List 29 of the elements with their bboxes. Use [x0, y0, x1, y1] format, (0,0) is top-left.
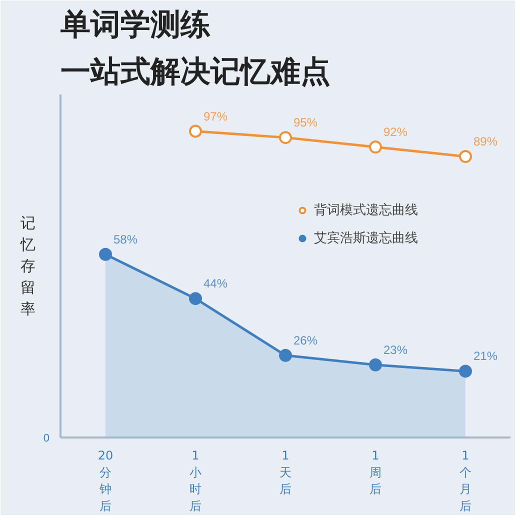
x-tick-label: 1个月后: [460, 448, 472, 513]
data-label: 21%: [474, 349, 498, 364]
text: 0: [43, 432, 50, 444]
data-label: 97%: [204, 109, 228, 124]
x-tick-label: 20分钟后: [98, 448, 114, 513]
point: [189, 292, 202, 306]
chart-subtitle: 一站式解决记忆难点: [60, 54, 330, 90]
x-tick-label: 1周后: [370, 448, 382, 496]
legend-label: 背词模式遗忘曲线: [314, 202, 418, 219]
data-label: 44%: [204, 276, 228, 291]
data-label: 58%: [114, 232, 138, 246]
point: [99, 248, 112, 261]
legend-label: 艾宾浩斯遗忘曲线: [314, 230, 418, 247]
data-label: 92%: [384, 125, 408, 140]
point: [369, 358, 382, 372]
data-label: 89%: [474, 134, 498, 149]
x-tick-label: 1天后: [280, 448, 292, 496]
data-label: 23%: [384, 342, 408, 357]
data-label: 95%: [294, 116, 318, 130]
point: [189, 124, 202, 138]
chart-title: 单词学测练: [60, 8, 210, 42]
point: [459, 364, 472, 378]
data-label: 26%: [294, 333, 318, 348]
x-tick-label: 1小时后: [190, 448, 202, 513]
point: [369, 140, 382, 154]
point: [279, 131, 292, 144]
point: [279, 348, 292, 362]
point: [459, 150, 472, 163]
y-axis-title: 记忆存留率: [19, 214, 36, 318]
